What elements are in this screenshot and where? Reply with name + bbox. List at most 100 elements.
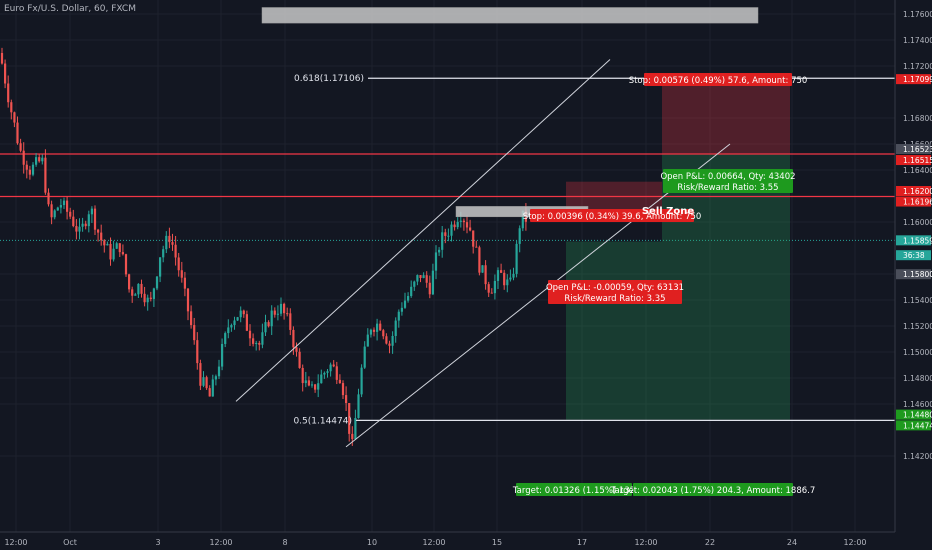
candle xyxy=(310,384,314,386)
horizontal-lines xyxy=(0,153,895,198)
candle xyxy=(363,346,366,368)
sell-zone-annotation: Sell Zone xyxy=(642,206,695,217)
candle xyxy=(97,229,100,233)
candle xyxy=(506,279,509,286)
candle xyxy=(239,310,242,318)
candle xyxy=(338,379,341,384)
price-marker-label: 36:38 xyxy=(903,251,925,260)
candle xyxy=(214,376,217,380)
candle xyxy=(38,157,41,162)
price-marker-label: 1.14474 xyxy=(903,421,932,430)
candle xyxy=(41,157,44,162)
candle xyxy=(227,327,230,334)
price-marker-label: 1.15800 xyxy=(903,270,932,279)
fib-level-label: 0.5(1.14474) xyxy=(293,416,352,426)
candle xyxy=(62,200,66,206)
candle xyxy=(69,211,72,217)
symbol-title: Euro Fx/U.S. Dollar, 60, FXCM xyxy=(4,4,136,14)
candle xyxy=(394,320,397,336)
price-marker-label: 1.14480 xyxy=(903,411,932,420)
price-tick-label: 1.14600 xyxy=(903,400,932,409)
candle xyxy=(159,257,162,277)
time-axis[interactable]: 12:00 Oct 3 12:00 8 10 12:00 15 17 12:00 22 24 12:00 xyxy=(0,531,895,550)
candle xyxy=(78,226,81,232)
candle xyxy=(490,292,493,294)
candle xyxy=(444,232,447,236)
channel-upper-line xyxy=(235,59,611,402)
candle xyxy=(168,235,171,243)
candle xyxy=(84,223,87,227)
candle xyxy=(314,384,317,390)
price-marker-bg xyxy=(896,235,931,246)
candle xyxy=(487,284,490,293)
candle xyxy=(171,242,174,245)
candle xyxy=(484,265,487,285)
price-marker-label: 1.17099 xyxy=(903,75,932,84)
candle xyxy=(279,303,283,314)
candle xyxy=(360,367,363,395)
candle xyxy=(16,122,19,144)
pnl-label-2-bg xyxy=(548,280,682,304)
candle xyxy=(407,296,410,301)
time-tick-label: Oct xyxy=(63,538,77,547)
price-tick-label: 1.14200 xyxy=(903,452,932,461)
target-label-1-bg xyxy=(633,483,793,496)
price-tick-label: 1.16400 xyxy=(903,166,932,175)
candle xyxy=(128,274,131,290)
candle xyxy=(106,243,109,246)
price-marker-label: 1.16523 xyxy=(903,145,932,154)
candle xyxy=(447,235,450,237)
candle xyxy=(56,207,59,211)
candle xyxy=(472,230,475,247)
candle xyxy=(87,214,90,227)
candle xyxy=(59,205,62,208)
time-tick-label: 8 xyxy=(282,538,287,547)
candle xyxy=(152,288,155,299)
candle xyxy=(320,374,323,384)
price-axis[interactable]: 1.176001.174001.172001.168001.166001.164… xyxy=(894,0,932,550)
stop-label-1-bg xyxy=(644,73,792,86)
candle xyxy=(211,379,214,397)
candle xyxy=(317,383,320,390)
candle xyxy=(174,244,177,258)
candle xyxy=(50,204,53,218)
price-tick-label: 1.15400 xyxy=(903,296,932,305)
candle xyxy=(385,336,388,344)
candle xyxy=(379,323,382,331)
candle xyxy=(245,314,248,331)
candle xyxy=(183,277,186,289)
price-marker-bg xyxy=(896,144,931,155)
candle xyxy=(193,325,196,341)
candle xyxy=(233,320,236,326)
candle xyxy=(515,243,518,274)
candle xyxy=(115,243,118,249)
candle xyxy=(419,275,422,279)
pnl-label-1-text: Risk/Reward Ratio: 3.55 xyxy=(677,183,778,193)
drawings[interactable]: 0.618(1.17106) 0.5(1.14474) xyxy=(235,7,895,448)
price-marker-bg xyxy=(896,250,931,261)
candle xyxy=(326,371,329,373)
candle xyxy=(137,283,140,295)
candle xyxy=(400,307,403,312)
candle xyxy=(25,164,28,170)
candle xyxy=(134,294,137,296)
time-tick-label: 15 xyxy=(492,538,502,547)
price-tick-label: 1.16800 xyxy=(903,114,932,123)
price-marker-bg xyxy=(896,186,931,196)
position-zones xyxy=(566,79,790,420)
candle xyxy=(354,418,357,440)
candle xyxy=(202,377,205,386)
candle xyxy=(453,224,456,228)
candle xyxy=(298,351,301,368)
candle xyxy=(521,210,524,229)
candle xyxy=(162,249,165,258)
candle xyxy=(44,157,47,193)
candle xyxy=(512,273,515,278)
candle xyxy=(503,272,506,286)
candle xyxy=(428,282,431,295)
stop-label-1-text: Stop: 0.00576 (0.49%) 57.6, Amount: 750 xyxy=(629,76,808,86)
candle xyxy=(403,300,407,308)
price-tick-label: 1.16000 xyxy=(903,218,932,227)
candle xyxy=(149,297,152,299)
